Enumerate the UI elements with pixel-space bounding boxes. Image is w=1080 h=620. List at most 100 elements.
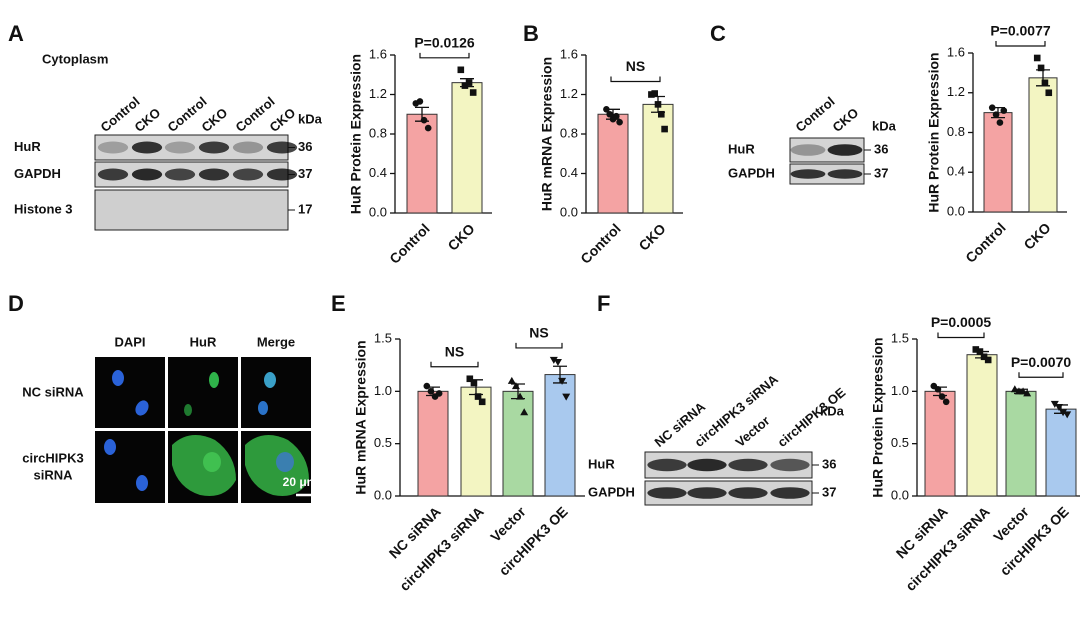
y-tick-label: 1.6 xyxy=(947,44,965,59)
error-bar xyxy=(975,350,989,359)
blot-band xyxy=(687,458,727,472)
y-tick-label: 0.4 xyxy=(947,164,965,179)
significance-bracket xyxy=(937,332,985,339)
x-tick-label: CKO xyxy=(1020,219,1053,252)
data-point xyxy=(1041,79,1049,87)
bar xyxy=(642,103,674,214)
data-point xyxy=(661,125,668,133)
bar xyxy=(966,354,998,497)
y-tick-label: 0.4 xyxy=(560,165,578,180)
panel-label: F xyxy=(597,291,610,316)
data-point xyxy=(520,408,529,416)
column-header: DAPI xyxy=(114,334,145,349)
error-bar xyxy=(606,108,620,120)
bar xyxy=(544,374,576,497)
y-tick-label: 1.6 xyxy=(369,46,387,61)
data-point xyxy=(424,124,432,132)
blot-band xyxy=(728,487,768,499)
panel-label: A xyxy=(8,21,24,46)
data-point xyxy=(616,118,623,126)
y-tick-label: 0.0 xyxy=(891,487,909,502)
nucleus xyxy=(209,372,219,388)
row-label: GAPDH xyxy=(14,166,61,181)
row-label: HuR xyxy=(588,456,615,471)
kda-unit: kDa xyxy=(820,403,845,418)
y-tick-label: 0.5 xyxy=(891,435,909,450)
y-axis-title: HuR Protein Expression xyxy=(926,52,942,212)
significance-bracket xyxy=(995,40,1046,47)
column-header: Merge xyxy=(257,334,295,349)
error-bar xyxy=(1014,388,1028,395)
y-tick-label: 0.0 xyxy=(947,203,965,218)
lane-label: CKO xyxy=(829,105,861,135)
bar xyxy=(451,82,483,214)
bar xyxy=(460,386,492,497)
data-point xyxy=(507,376,516,384)
data-point xyxy=(553,359,562,367)
y-tick-label: 0.8 xyxy=(369,125,387,140)
nucleus xyxy=(135,400,149,416)
blot-band xyxy=(232,168,264,181)
blot-band xyxy=(266,141,298,154)
bar xyxy=(597,113,629,214)
y-tick-label: 1.5 xyxy=(891,330,909,345)
blot-band xyxy=(164,141,196,154)
significance-bracket xyxy=(419,52,470,59)
panel-label: D xyxy=(8,291,24,316)
bar-chart: 0.0 0.4 0.8 1.2 1.6 HuR mRNA Expression Contro… xyxy=(539,46,683,267)
data-point xyxy=(1037,64,1045,72)
panel-label: B xyxy=(523,21,539,46)
data-point xyxy=(972,346,980,353)
nucleus xyxy=(136,475,148,491)
data-point xyxy=(461,82,469,89)
data-point xyxy=(658,110,665,118)
data-point xyxy=(996,119,1004,126)
y-axis-title: HuR Protein Expression xyxy=(870,337,886,497)
data-point xyxy=(549,356,558,364)
data-point xyxy=(562,393,571,401)
y-axis-title: HuR Protein Expression xyxy=(348,54,364,214)
row-label: circHIPK3 xyxy=(22,450,83,465)
data-point xyxy=(942,398,950,406)
data-point xyxy=(478,398,486,406)
bar xyxy=(924,390,956,497)
blot-band xyxy=(131,168,163,181)
x-tick-label: Control xyxy=(962,219,1009,266)
bar-chart: 0.0 0.4 0.8 1.2 1.6 HuR Protein Expression Con… xyxy=(926,23,1067,266)
data-point xyxy=(1000,107,1008,114)
blot-title: Cytoplasm xyxy=(42,51,108,66)
blot-band xyxy=(728,458,768,472)
data-point xyxy=(470,379,478,387)
data-point xyxy=(984,356,992,364)
x-tick-label: Control xyxy=(577,220,624,267)
kda-value: 36 xyxy=(874,141,888,156)
significance-bracket xyxy=(1018,372,1064,378)
y-axis-title: HuR mRNA Expression xyxy=(353,340,369,494)
blot-band xyxy=(198,168,230,181)
row-label: Histone 3 xyxy=(14,201,73,216)
row-label: HuR xyxy=(14,139,41,154)
data-point xyxy=(457,66,465,74)
y-axis-title: HuR mRNA Expression xyxy=(539,57,555,211)
row-label: NC siRNA xyxy=(22,384,84,399)
significance-label: NS xyxy=(529,325,548,341)
error-bar xyxy=(460,78,474,88)
significance-label: P=0.0070 xyxy=(1011,354,1072,370)
significance-label: P=0.0005 xyxy=(931,314,992,330)
kda-value: 17 xyxy=(298,201,312,216)
kda-value: 37 xyxy=(298,166,312,181)
nucleus xyxy=(184,404,192,416)
significance-label: P=0.0077 xyxy=(990,23,1051,39)
significance-label: NS xyxy=(626,58,645,74)
data-point xyxy=(606,110,613,118)
nucleus xyxy=(104,439,116,455)
image-tile xyxy=(95,357,165,428)
y-tick-label: 1.2 xyxy=(369,86,387,101)
bar xyxy=(983,112,1013,213)
data-point xyxy=(469,89,477,96)
row-label: GAPDH xyxy=(728,165,775,180)
blot-band xyxy=(790,169,826,179)
